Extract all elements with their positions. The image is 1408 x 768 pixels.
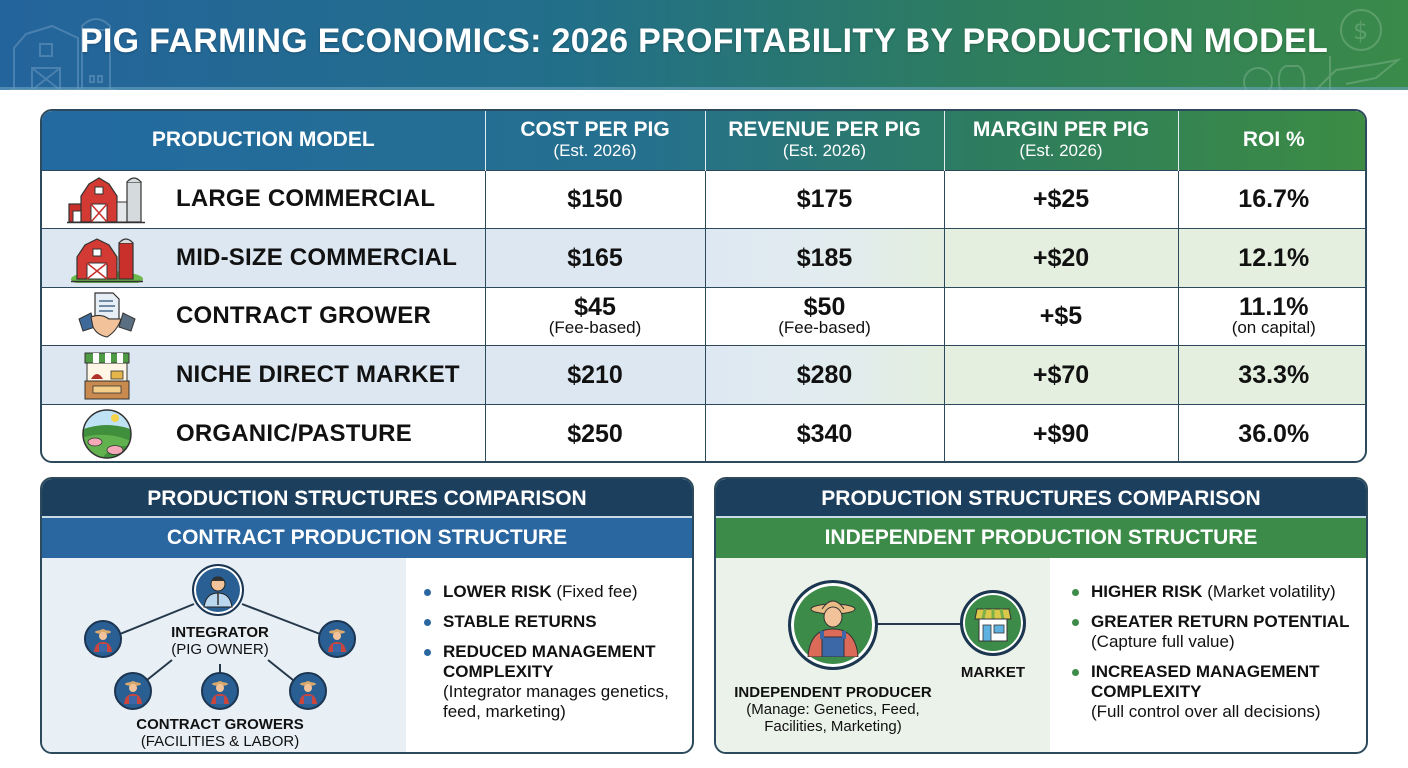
model-name: NICHE DIRECT MARKET (176, 361, 460, 389)
bullet-dot-icon (1072, 589, 1079, 596)
column-header-model: PRODUCTION MODEL (42, 111, 486, 170)
bullet-dot-icon (1072, 619, 1079, 626)
profitability-table: PRODUCTION MODEL COST PER PIG (Est. 2026)… (40, 109, 1367, 463)
column-header-cost: COST PER PIG (Est. 2026) (485, 111, 706, 170)
connector-line (876, 623, 962, 625)
model-cell: MID-SIZE COMMERCIAL (42, 228, 486, 288)
column-header-revenue: REVENUE PER PIG (Est. 2026) (705, 111, 945, 170)
column-header-roi: ROI % (1242, 128, 1305, 152)
model-name: ORGANIC/PASTURE (176, 419, 412, 447)
model-cell: ORGANIC/PASTURE (42, 403, 486, 461)
margin-cell: +$70 (944, 345, 1179, 405)
bullet-dot-icon (424, 589, 431, 596)
market-label: MARKET (960, 664, 1026, 681)
table-header-row: PRODUCTION MODEL COST PER PIG (Est. 2026)… (42, 111, 1365, 170)
title-banner: $ PIG FARMING ECONOMICS: 2026 PROFITABIL… (0, 0, 1408, 90)
independent-diagram: MARKET INDEPENDENT PRODUCER (Manage: Gene… (716, 558, 1050, 752)
panel-subheading: CONTRACT PRODUCTION STRUCTURE (42, 518, 692, 558)
table-row: LARGE COMMERCIAL $150 $175 +$25 16.7% (42, 169, 1365, 229)
revenue-cell: $175 (705, 169, 945, 229)
model-cell: LARGE COMMERCIAL (42, 169, 486, 229)
large-barn-silo-icon (62, 171, 152, 227)
market-store-icon (960, 590, 1026, 656)
integrator-label: INTEGRATOR (PIG OWNER) (171, 624, 269, 658)
contract-bullets: LOWER RISK (Fixed fee) STABLE RETURNS RE… (406, 558, 692, 752)
panel-heading: PRODUCTION STRUCTURES COMPARISON (42, 479, 692, 518)
contract-diagram: INTEGRATOR (PIG OWNER) CONTRACT GROWERS (F… (42, 558, 406, 752)
svg-text:$: $ (1353, 17, 1368, 45)
barn-silo-icon (62, 230, 152, 286)
revenue-cell: $185 (705, 228, 945, 288)
bullet-dot-icon (424, 619, 431, 626)
bullet-item: REDUCED MANAGEMENT COMPLEXITY (Integrator… (424, 642, 684, 722)
bullet-item: INCREASED MANAGEMENT COMPLEXITY (Full con… (1072, 662, 1358, 722)
revenue-cell: $340 (705, 403, 945, 461)
panel-subheading: INDEPENDENT PRODUCTION STRUCTURE (716, 518, 1366, 558)
bullet-item: LOWER RISK (Fixed fee) (424, 582, 684, 602)
model-name: LARGE COMMERCIAL (176, 185, 436, 213)
grower-icon (318, 620, 356, 658)
handshake-contract-icon (62, 288, 152, 344)
panel-heading: PRODUCTION STRUCTURES COMPARISON (716, 479, 1366, 518)
margin-cell: +$90 (944, 403, 1179, 461)
bullet-dot-icon (424, 649, 431, 656)
model-name: CONTRACT GROWER (176, 302, 431, 330)
independent-bullets: HIGHER RISK (Market volatility) GREATER … (1050, 558, 1366, 752)
contract-growers-label: CONTRACT GROWERS (FACILITIES & LABOR) (136, 716, 304, 750)
grower-icon (84, 620, 122, 658)
bullet-item: GREATER RETURN POTENTIAL (Capture full va… (1072, 612, 1358, 652)
roi-cell: 11.1% (on capital) (1178, 286, 1365, 346)
contract-structure-panel: PRODUCTION STRUCTURES COMPARISON CONTRAC… (40, 477, 694, 754)
cost-cell: $150 (485, 169, 706, 229)
column-header-margin: MARGIN PER PIG (Est. 2026) (944, 111, 1179, 170)
cost-cell: $165 (485, 228, 706, 288)
grower-icon (114, 672, 152, 710)
cost-cell: $210 (485, 345, 706, 405)
page-title: PIG FARMING ECONOMICS: 2026 PROFITABILIT… (79, 22, 1329, 60)
margin-cell: +$25 (944, 169, 1179, 229)
integrator-icon (192, 564, 244, 616)
independent-structure-panel: PRODUCTION STRUCTURES COMPARISON INDEPEN… (714, 477, 1368, 754)
grower-icon (289, 672, 327, 710)
revenue-cell: $50 (Fee-based) (705, 286, 945, 346)
bullet-dot-icon (1072, 669, 1079, 676)
cost-cell: $250 (485, 403, 706, 461)
margin-cell: +$20 (944, 228, 1179, 288)
roi-cell: 16.7% (1178, 169, 1365, 229)
model-cell: NICHE DIRECT MARKET (42, 345, 486, 405)
revenue-cell: $280 (705, 345, 945, 405)
table-row: CONTRACT GROWER $45 (Fee-based) $50 (Fee-b… (42, 286, 1365, 346)
model-name: MID-SIZE COMMERCIAL (176, 243, 458, 271)
grower-icon (201, 672, 239, 710)
roi-cell: 33.3% (1178, 345, 1365, 405)
money-hand-watermark-icon: $ (1243, 9, 1402, 90)
table-row: NICHE DIRECT MARKET $210 $280 +$70 33.3% (42, 345, 1365, 405)
margin-cell: +$5 (944, 286, 1179, 346)
table-row: ORGANIC/PASTURE $250 $340 +$90 36.0% (42, 403, 1365, 461)
bullet-item: HIGHER RISK (Market volatility) (1072, 582, 1358, 602)
cost-cell: $45 (Fee-based) (485, 286, 706, 346)
independent-producer-icon (788, 580, 878, 670)
bullet-item: STABLE RETURNS (424, 612, 684, 632)
model-cell: CONTRACT GROWER (42, 286, 486, 346)
table-row: MID-SIZE COMMERCIAL $165 $185 +$20 12.1% (42, 228, 1365, 288)
independent-producer-label: INDEPENDENT PRODUCER (Manage: Genetics, F… (734, 684, 932, 735)
market-stall-icon (62, 347, 152, 403)
roi-cell: 36.0% (1178, 403, 1365, 461)
roi-cell: 12.1% (1178, 228, 1365, 288)
pasture-pigs-icon (62, 406, 152, 461)
